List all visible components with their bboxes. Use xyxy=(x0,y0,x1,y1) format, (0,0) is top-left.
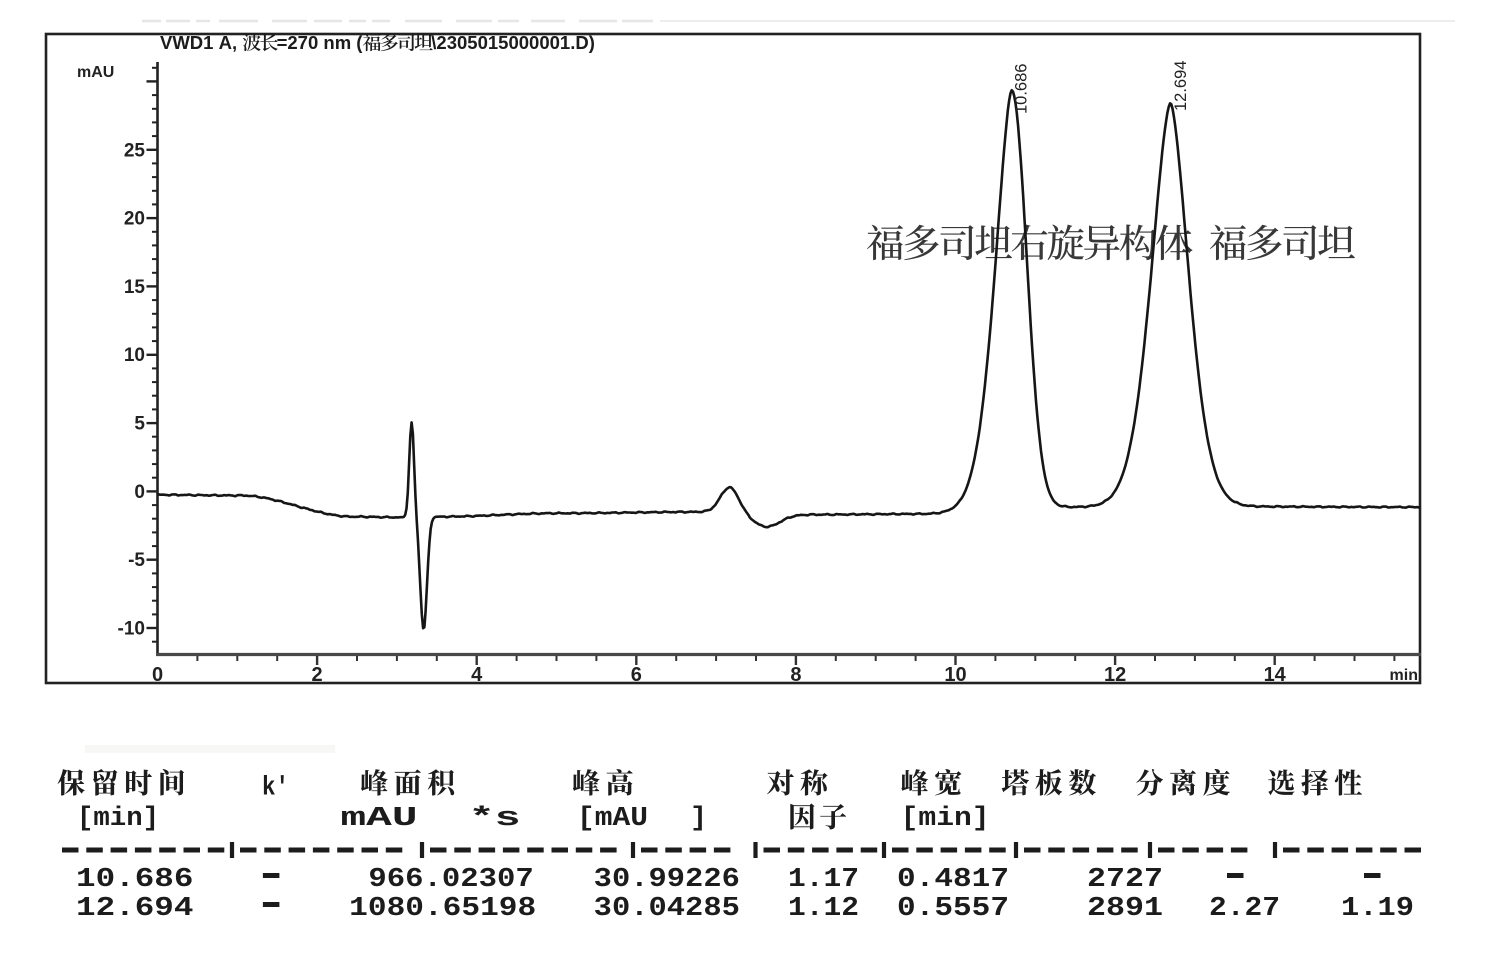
svg-text:10.686: 10.686 xyxy=(1013,64,1031,114)
svg-text:8: 8 xyxy=(790,664,801,686)
svg-text:2891: 2891 xyxy=(1087,894,1163,924)
svg-text:[min]: [min] xyxy=(901,804,990,834)
svg-text:30.04285: 30.04285 xyxy=(594,894,740,924)
svg-text:6: 6 xyxy=(631,664,642,686)
svg-text:-10: -10 xyxy=(118,619,145,640)
svg-text:VWD1 A,: VWD1 A, xyxy=(160,32,242,53)
svg-text:*s: *s xyxy=(469,804,521,834)
svg-text:10: 10 xyxy=(944,664,966,686)
svg-text:12.694: 12.694 xyxy=(1172,61,1190,111)
svg-text:12.694: 12.694 xyxy=(76,894,193,924)
svg-text:]: ] xyxy=(690,804,707,834)
svg-text:966.02307: 966.02307 xyxy=(368,865,533,895)
svg-text:[mAU: [mAU xyxy=(577,804,648,834)
svg-text:mAU: mAU xyxy=(341,804,418,834)
svg-text:min: min xyxy=(1390,667,1418,684)
svg-text:30.99226: 30.99226 xyxy=(594,865,740,895)
svg-text:k': k' xyxy=(262,774,289,804)
svg-text:12: 12 xyxy=(1104,664,1126,686)
svg-text:mAU: mAU xyxy=(77,64,114,81)
svg-text:[min]: [min] xyxy=(77,804,159,834)
svg-text:=270 nm (: =270 nm ( xyxy=(277,32,364,53)
svg-text:1.17: 1.17 xyxy=(788,865,859,895)
svg-text:15: 15 xyxy=(124,277,146,298)
svg-text:0: 0 xyxy=(134,482,145,503)
svg-text:5: 5 xyxy=(134,414,145,435)
svg-text:25: 25 xyxy=(124,140,146,161)
svg-text:0.5557: 0.5557 xyxy=(897,894,1009,924)
svg-text:1.12: 1.12 xyxy=(788,894,859,924)
svg-text:2.27: 2.27 xyxy=(1209,894,1280,924)
svg-text:0.4817: 0.4817 xyxy=(897,865,1009,895)
svg-text:4: 4 xyxy=(471,664,483,686)
svg-text:1.19: 1.19 xyxy=(1341,894,1414,924)
svg-text:14: 14 xyxy=(1264,664,1287,686)
svg-text:1080.65198: 1080.65198 xyxy=(349,894,536,924)
svg-text:\2305015000001.D): \2305015000001.D) xyxy=(431,32,595,53)
svg-text:20: 20 xyxy=(124,209,145,230)
svg-text:10.686: 10.686 xyxy=(76,865,193,895)
svg-text:0: 0 xyxy=(152,664,163,686)
svg-text:-5: -5 xyxy=(128,550,145,571)
svg-text:2727: 2727 xyxy=(1087,865,1163,895)
svg-text:2: 2 xyxy=(312,664,323,686)
svg-text:10: 10 xyxy=(124,345,145,366)
